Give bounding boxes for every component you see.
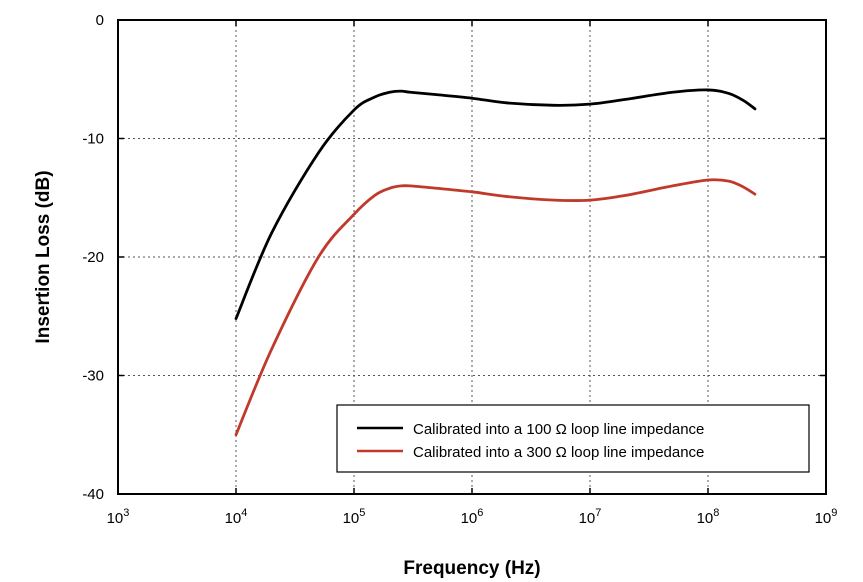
series-line-1 — [234, 178, 757, 437]
x-tick-exponent: 3 — [123, 507, 129, 519]
y-tick-label: -10 — [82, 131, 104, 148]
x-tick-base: 10 — [225, 510, 242, 527]
x-tick-exponent: 7 — [595, 507, 601, 519]
y-axis-tick-labels: 0 -10 -20 -30 -40 — [82, 12, 104, 503]
x-tick-exponent: 9 — [831, 507, 837, 519]
x-tick-base: 10 — [579, 510, 596, 527]
x-tick-label: 103 — [107, 507, 130, 527]
x-tick-base: 10 — [461, 510, 478, 527]
series-lines — [234, 88, 757, 437]
x-tick-label: 109 — [815, 507, 838, 527]
x-tick-exponent: 5 — [359, 507, 365, 519]
x-tick-base: 10 — [815, 510, 832, 527]
x-tick-base: 10 — [697, 510, 714, 527]
x-axis-title: Frequency (Hz) — [403, 558, 540, 579]
x-tick-exponent: 4 — [241, 507, 247, 519]
y-tick-label: -40 — [82, 486, 104, 503]
y-tick-label: 0 — [96, 12, 104, 29]
legend-box — [336, 404, 810, 473]
x-tick-exponent: 6 — [477, 507, 483, 519]
series-line-0 — [234, 88, 757, 321]
x-tick-exponent: 8 — [713, 507, 719, 519]
x-tick-label: 107 — [579, 507, 602, 527]
x-tick-base: 10 — [107, 510, 124, 527]
x-tick-base: 10 — [343, 510, 360, 527]
x-tick-label: 105 — [343, 507, 366, 527]
y-axis-title: Insertion Loss (dB) — [33, 170, 54, 343]
x-tick-label: 106 — [461, 507, 484, 527]
legend-label-300-ohm: Calibrated into a 300 Ω loop line impeda… — [413, 444, 704, 461]
x-axis-tick-labels: 103 104 105 106 107 108 109 — [107, 507, 838, 527]
x-tick-label: 104 — [225, 507, 248, 527]
legend-label-100-ohm: Calibrated into a 100 Ω loop line impeda… — [413, 421, 704, 438]
legend: Calibrated into a 100 Ω loop line impeda… — [336, 404, 810, 473]
y-tick-label: -20 — [82, 249, 104, 266]
x-tick-label: 108 — [697, 507, 720, 527]
y-tick-label: -30 — [82, 368, 104, 385]
axis-ticks — [117, 19, 827, 495]
